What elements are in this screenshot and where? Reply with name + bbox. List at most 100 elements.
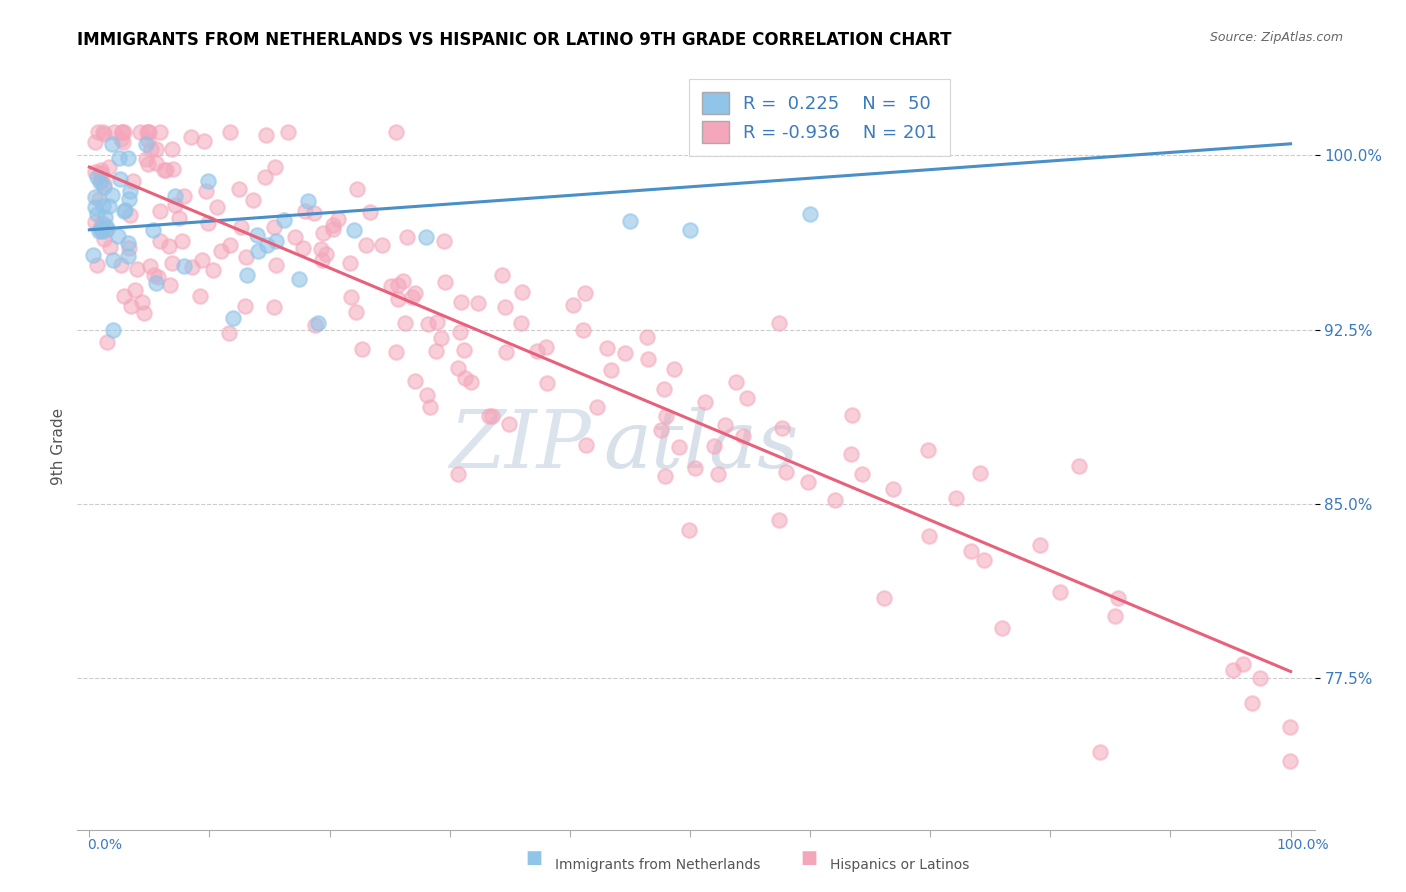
Point	[352, 343, 374, 357]
Point	[242, 193, 264, 207]
Point	[340, 290, 363, 304]
Point	[103, 253, 125, 268]
Point	[494, 301, 516, 315]
Point	[969, 467, 991, 481]
Point	[170, 234, 193, 248]
Point	[157, 239, 180, 253]
Text: ZIP: ZIP	[449, 408, 591, 484]
Point	[449, 325, 471, 339]
Point	[447, 360, 470, 375]
Point	[297, 194, 319, 208]
Point	[205, 200, 228, 214]
Point	[619, 213, 641, 227]
Point	[197, 174, 219, 188]
Point	[679, 223, 702, 237]
Point	[93, 177, 115, 191]
Point	[84, 190, 107, 204]
Point	[434, 275, 457, 289]
Point	[111, 135, 134, 149]
Point	[120, 208, 142, 222]
Point	[84, 215, 107, 229]
Point	[575, 438, 598, 452]
Point	[90, 174, 112, 188]
Point	[294, 204, 316, 219]
Point	[433, 234, 456, 248]
Point	[101, 188, 124, 202]
Point	[510, 316, 533, 330]
Point	[253, 169, 276, 184]
Point	[236, 268, 259, 282]
Point	[491, 268, 513, 282]
Point	[193, 134, 215, 148]
Point	[415, 229, 437, 244]
Point	[703, 439, 725, 453]
Point	[90, 166, 112, 180]
Point	[209, 244, 232, 259]
Point	[201, 263, 224, 277]
Point	[134, 306, 156, 320]
Point	[655, 409, 678, 424]
Point	[91, 216, 114, 230]
Point	[404, 374, 426, 388]
Point	[91, 224, 114, 238]
Point	[263, 301, 285, 315]
Point	[768, 513, 790, 527]
Point	[596, 342, 619, 356]
Point	[139, 142, 162, 156]
Point	[775, 465, 797, 479]
Point	[960, 543, 983, 558]
Point	[160, 256, 183, 270]
Point	[162, 142, 184, 156]
Point	[312, 226, 335, 240]
Point	[87, 125, 110, 139]
Point	[873, 591, 896, 605]
Point	[103, 125, 125, 139]
Point	[824, 493, 846, 508]
Point	[84, 135, 107, 149]
Point	[90, 163, 112, 178]
Point	[135, 152, 157, 166]
Point	[124, 283, 146, 297]
Point	[107, 228, 129, 243]
Point	[416, 317, 439, 331]
Point	[392, 274, 415, 288]
Point	[454, 371, 477, 385]
Point	[273, 213, 295, 227]
Point	[89, 221, 111, 235]
Point	[110, 258, 132, 272]
Point	[371, 238, 394, 252]
Point	[159, 277, 181, 292]
Point	[145, 277, 167, 291]
Point	[149, 125, 172, 139]
Point	[1241, 696, 1264, 710]
Point	[1029, 538, 1052, 552]
Point	[1107, 591, 1129, 605]
Point	[90, 166, 112, 180]
Point	[467, 296, 489, 310]
Point	[586, 400, 609, 414]
Point	[839, 447, 862, 461]
Point	[91, 199, 114, 213]
Point	[108, 151, 131, 165]
Point	[768, 316, 790, 330]
Point	[256, 238, 278, 252]
Point	[138, 125, 160, 139]
Point	[246, 244, 269, 258]
Point	[510, 285, 533, 300]
Point	[917, 443, 939, 458]
Point	[163, 189, 186, 203]
Point	[302, 206, 325, 220]
Point	[799, 206, 821, 220]
Point	[136, 157, 159, 171]
Point	[94, 219, 117, 233]
Point	[662, 362, 685, 376]
Point	[110, 125, 132, 139]
Point	[114, 203, 136, 218]
Text: 0.0%: 0.0%	[87, 838, 122, 852]
Text: Source: ZipAtlas.com: Source: ZipAtlas.com	[1209, 31, 1343, 45]
Point	[346, 182, 368, 196]
Text: Hispanics or Latinos: Hispanics or Latinos	[830, 858, 969, 872]
Point	[380, 278, 402, 293]
Point	[277, 125, 299, 139]
Point	[167, 211, 190, 225]
